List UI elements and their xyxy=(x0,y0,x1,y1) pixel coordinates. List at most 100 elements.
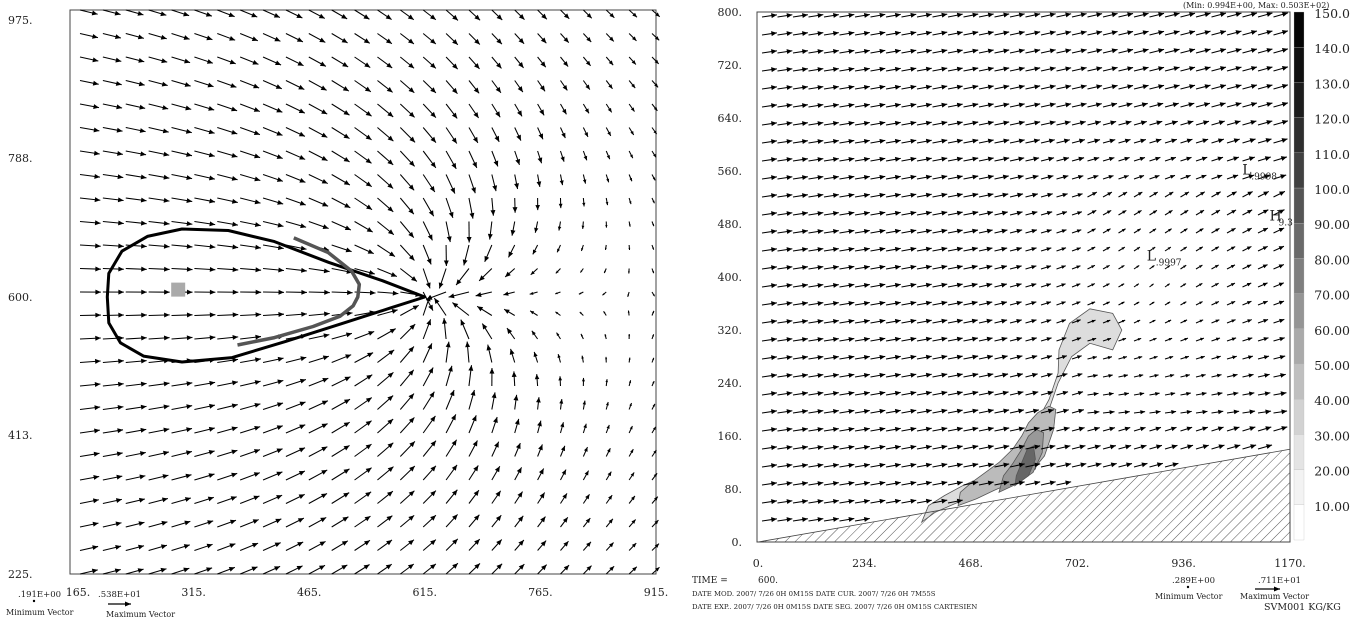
left-vector-arrow xyxy=(217,197,238,204)
right-vector-arrow xyxy=(1149,246,1156,252)
left-vector-arrow xyxy=(262,220,284,228)
right-vector-arrow xyxy=(932,390,948,396)
right-vector-arrow xyxy=(1102,209,1112,216)
left-vector-arrow xyxy=(422,465,437,481)
left-vector-arrow xyxy=(628,80,636,89)
right-vector-arrow xyxy=(1164,209,1173,216)
right-vector-arrow xyxy=(1180,48,1196,54)
right-vector-arrow xyxy=(792,391,808,396)
left-vector-arrow xyxy=(217,380,238,387)
left-y-tick-label: 600. xyxy=(8,291,33,304)
right-vector-arrow xyxy=(1180,444,1194,450)
right-vector-arrow xyxy=(1118,156,1130,162)
left-vector-arrow xyxy=(194,380,216,387)
right-vector-arrow xyxy=(1257,409,1272,415)
right-vector-arrow xyxy=(916,210,932,216)
right-y-tick-label: 80. xyxy=(725,483,743,496)
right-vector-arrow xyxy=(1195,355,1205,360)
left-vector-arrow xyxy=(125,568,144,575)
right-vector-arrow xyxy=(1180,355,1190,360)
right-vector-arrow xyxy=(978,444,994,450)
left-vector-arrow xyxy=(536,174,542,187)
left-vector-arrow xyxy=(308,289,330,295)
left-vector-arrow xyxy=(217,150,238,158)
right-vector-arrow xyxy=(885,192,901,198)
right-vector-arrow xyxy=(901,246,917,252)
right-vector-arrow xyxy=(1118,392,1129,396)
colorbar-swatch xyxy=(1293,399,1305,435)
left-y-tick-label: 975. xyxy=(8,14,33,27)
right-vector-arrow xyxy=(1133,175,1145,180)
right-vector-arrow xyxy=(1025,247,1037,252)
right-vector-arrow xyxy=(994,336,1008,342)
left-vector-arrow xyxy=(399,80,415,94)
left-vector-arrow xyxy=(194,426,215,434)
right-vector-arrow xyxy=(823,139,839,144)
right-vector-arrow xyxy=(1164,12,1180,18)
left-vector-arrow xyxy=(628,127,635,136)
left-vector-arrow xyxy=(581,355,584,363)
left-vector-arrow xyxy=(125,79,145,87)
left-vector-arrow xyxy=(79,289,101,295)
right-vector-arrow xyxy=(1257,84,1273,90)
left-vector-arrow xyxy=(537,127,544,140)
right-vector-arrow xyxy=(885,498,901,504)
right-vector-arrow xyxy=(1056,444,1071,450)
right-vector-arrow xyxy=(1009,174,1024,180)
left-vector-arrow xyxy=(331,421,350,434)
right-vector-arrow xyxy=(885,354,901,360)
right-vector-arrow xyxy=(808,301,824,306)
right-vector-arrow xyxy=(1226,337,1237,342)
right-vector-arrow xyxy=(1087,444,1101,450)
extremum-letter: L xyxy=(1242,162,1251,178)
left-vector-field xyxy=(79,9,661,575)
left-vector-arrow xyxy=(537,468,545,481)
left-vector-arrow xyxy=(262,494,283,504)
left-vector-arrow xyxy=(102,32,122,40)
left-vector-arrow xyxy=(512,197,518,213)
right-vector-arrow xyxy=(1102,191,1113,198)
left-vector-arrow xyxy=(536,397,541,410)
right-vector-arrow xyxy=(1149,228,1157,234)
left-vector-arrow xyxy=(445,464,458,481)
left-vector-arrow xyxy=(354,539,371,551)
right-vector-arrow xyxy=(792,481,808,486)
right-vector-arrow xyxy=(963,138,979,144)
left-x-tick-label: 615. xyxy=(413,586,438,599)
right-vector-arrow xyxy=(885,174,901,180)
right-vector-arrow xyxy=(963,390,979,396)
left-vector-arrow xyxy=(445,365,453,387)
left-vector-arrow xyxy=(422,80,437,94)
left-vector-arrow xyxy=(354,244,374,255)
right-vector-arrow xyxy=(978,462,994,468)
right-vector-arrow xyxy=(1211,227,1220,234)
right-vector-arrow xyxy=(1009,66,1025,72)
right-vector-arrow xyxy=(1226,30,1242,36)
right-vector-arrow xyxy=(963,372,979,378)
right-vector-arrow xyxy=(1102,48,1118,54)
right-vector-arrow xyxy=(947,66,963,72)
right-vector-arrow xyxy=(1226,102,1242,108)
right-vector-arrow xyxy=(1025,354,1038,360)
left-vector-arrow xyxy=(331,398,351,410)
left-vector-arrow xyxy=(400,304,419,316)
right-vector-arrow xyxy=(1211,355,1221,360)
right-vector-arrow xyxy=(761,301,777,307)
left-vector-arrow xyxy=(239,56,259,65)
left-vector-arrow xyxy=(582,127,589,138)
right-vector-arrow xyxy=(777,463,793,469)
right-vector-arrow xyxy=(1211,66,1227,72)
right-vector-arrow xyxy=(916,30,932,36)
left-max-vector-label: Maximum Vector xyxy=(106,610,175,619)
right-vector-arrow xyxy=(978,156,994,162)
right-vector-arrow xyxy=(1009,444,1025,450)
right-vector-arrow xyxy=(1226,319,1236,324)
right-vector-arrow xyxy=(792,499,808,504)
right-vector-arrow xyxy=(1087,426,1100,432)
right-vector-arrow xyxy=(1118,120,1132,126)
right-vector-arrow xyxy=(994,372,1009,378)
colorbar-swatch xyxy=(1293,187,1305,224)
right-vector-arrow xyxy=(761,85,777,91)
left-vector-arrow xyxy=(79,312,101,318)
right-vector-arrow xyxy=(1242,102,1258,108)
